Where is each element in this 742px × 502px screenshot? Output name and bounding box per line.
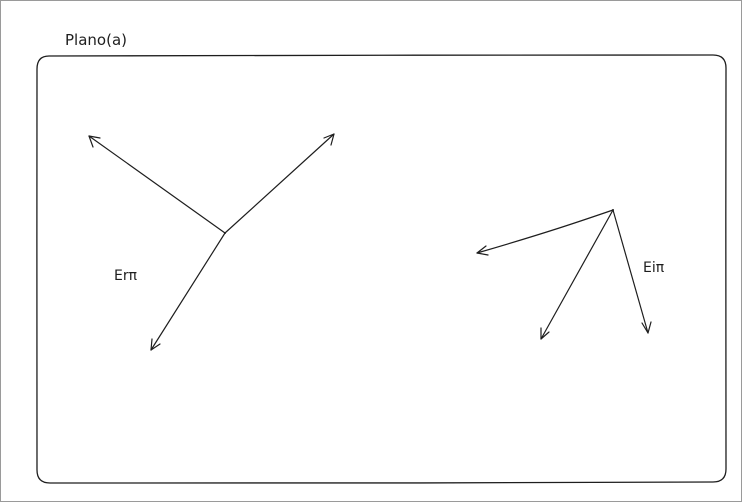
- vector-left-down: [150, 232, 226, 351]
- vector-group-left: [88, 133, 335, 351]
- vector-right-left: [476, 209, 614, 256]
- vector-group-right: [476, 209, 652, 340]
- vector-right-down-left: [540, 209, 614, 340]
- plane-frame: [36, 54, 727, 484]
- vector-label-left: Erπ: [114, 268, 138, 284]
- plane-label: Plano(a): [65, 31, 127, 49]
- vector-origin-left: [224, 232, 226, 234]
- vector-label-right: Eiπ: [643, 260, 665, 276]
- vector-right-down: [612, 209, 652, 334]
- vector-origin-right: [612, 209, 614, 211]
- vector-left-upper-right: [224, 133, 335, 234]
- vector-left-upper-left: [88, 135, 226, 234]
